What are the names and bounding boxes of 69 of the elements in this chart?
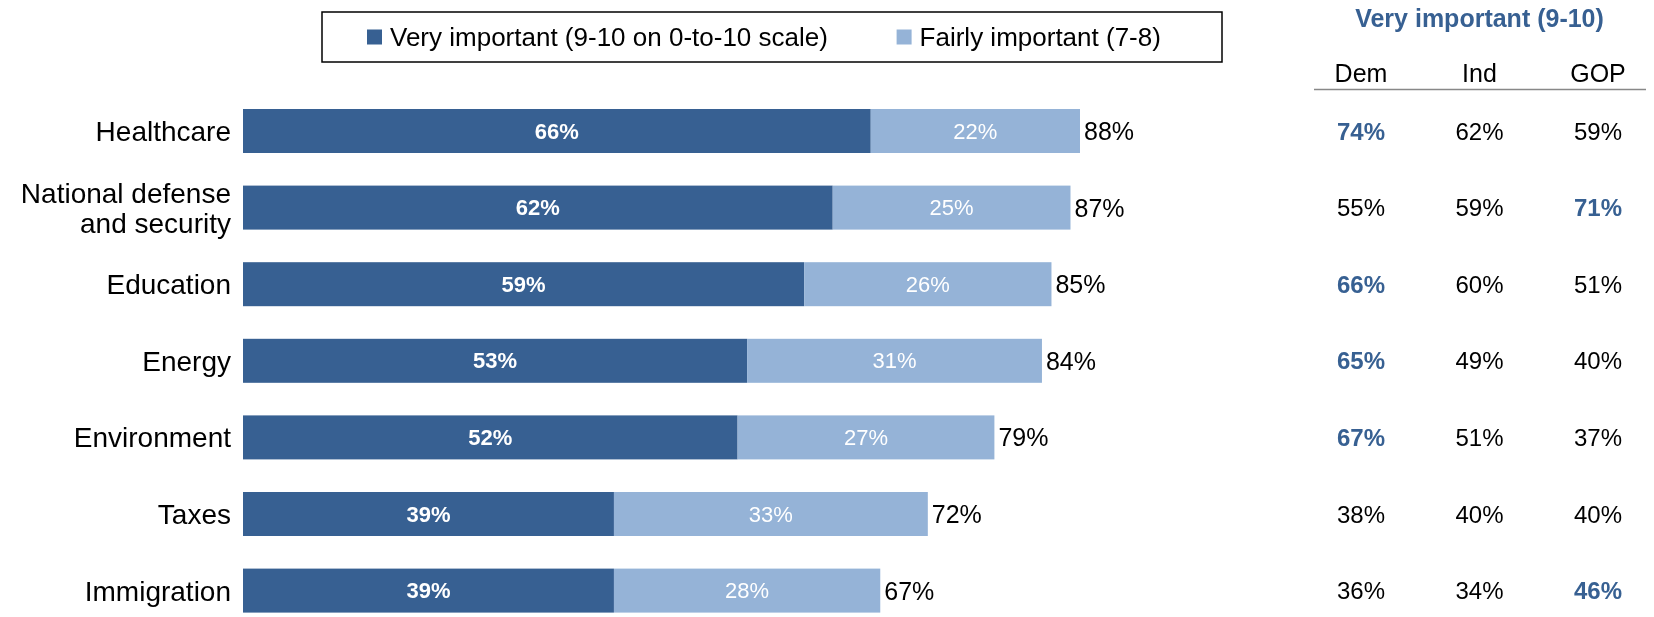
bar (243, 415, 738, 460)
data-label: 51% (1455, 423, 1504, 451)
y-tick-label: Energy (142, 345, 231, 377)
total-label: 72% (931, 500, 982, 528)
data-label: 34% (1455, 577, 1504, 605)
total-label: 87% (1074, 193, 1125, 222)
bar (832, 185, 1071, 230)
data-label: 51% (1573, 270, 1623, 298)
y-tick-label: Immigration (84, 575, 231, 607)
data-label: 71% (1573, 194, 1623, 222)
total-label: 67% (884, 576, 935, 605)
data-label: 49% (1455, 347, 1504, 375)
data-label: 38% (1336, 500, 1386, 528)
data-label: 37% (1573, 423, 1623, 451)
data-label: 25% (929, 195, 974, 221)
total-label: 84% (1045, 346, 1096, 375)
data-label: 31% (872, 348, 917, 374)
bar (870, 109, 1080, 153)
bar (747, 338, 1042, 383)
data-label: 74% (1336, 117, 1386, 145)
bar (243, 262, 805, 307)
data-label: 28% (725, 578, 770, 604)
total-label: 88% (1084, 117, 1135, 145)
bar (243, 338, 748, 383)
data-label: 40% (1573, 347, 1623, 375)
x-tick-label: GOP (1570, 59, 1626, 87)
data-label: 40% (1455, 500, 1504, 528)
data-label: 39% (406, 578, 451, 604)
data-label: 66% (534, 118, 579, 144)
data-label: 22% (953, 118, 998, 144)
data-label: 62% (515, 195, 560, 221)
bar (804, 262, 1052, 307)
total-label: 85% (1055, 270, 1106, 299)
data-label: 26% (905, 271, 950, 297)
data-label: 67% (1336, 423, 1386, 451)
data-label: 65% (1336, 347, 1386, 375)
bar (737, 415, 995, 460)
y-tick-label: Healthcare (95, 115, 231, 147)
data-label: 40% (1573, 500, 1623, 528)
data-label: 59% (1573, 117, 1623, 145)
bar (243, 568, 614, 613)
total-label: 79% (998, 423, 1049, 452)
bar (243, 109, 871, 153)
bar (613, 492, 928, 536)
data-label: 39% (406, 501, 451, 527)
bar (243, 492, 614, 536)
y-tick-label: Taxes (157, 498, 231, 530)
data-label: 66% (1336, 270, 1386, 298)
data-label: 62% (1455, 117, 1504, 145)
chart-title: Very important (9-10) (1355, 4, 1604, 32)
data-label: 53% (473, 348, 518, 374)
y-tick-label: Education (106, 268, 231, 300)
data-label: 55% (1336, 194, 1386, 222)
y-tick-label: National defense and security (20, 177, 231, 239)
data-label: 46% (1573, 577, 1623, 605)
data-label: 33% (748, 501, 793, 527)
bar (613, 568, 881, 613)
data-label: 59% (501, 271, 546, 297)
data-label: 27% (843, 424, 889, 450)
legend-label: Fairly important (7-8) (919, 22, 1161, 52)
legend-label: Very important (9-10 on 0-to-10 scale) (390, 22, 828, 52)
data-label: 52% (468, 424, 513, 450)
x-tick-label: Dem (1334, 59, 1388, 87)
y-tick-label: Environment (73, 421, 232, 453)
data-label: 36% (1336, 577, 1386, 605)
bar (243, 185, 833, 230)
data-label: 59% (1455, 194, 1504, 222)
x-tick-label: Ind (1462, 59, 1497, 87)
data-label: 60% (1455, 270, 1504, 298)
